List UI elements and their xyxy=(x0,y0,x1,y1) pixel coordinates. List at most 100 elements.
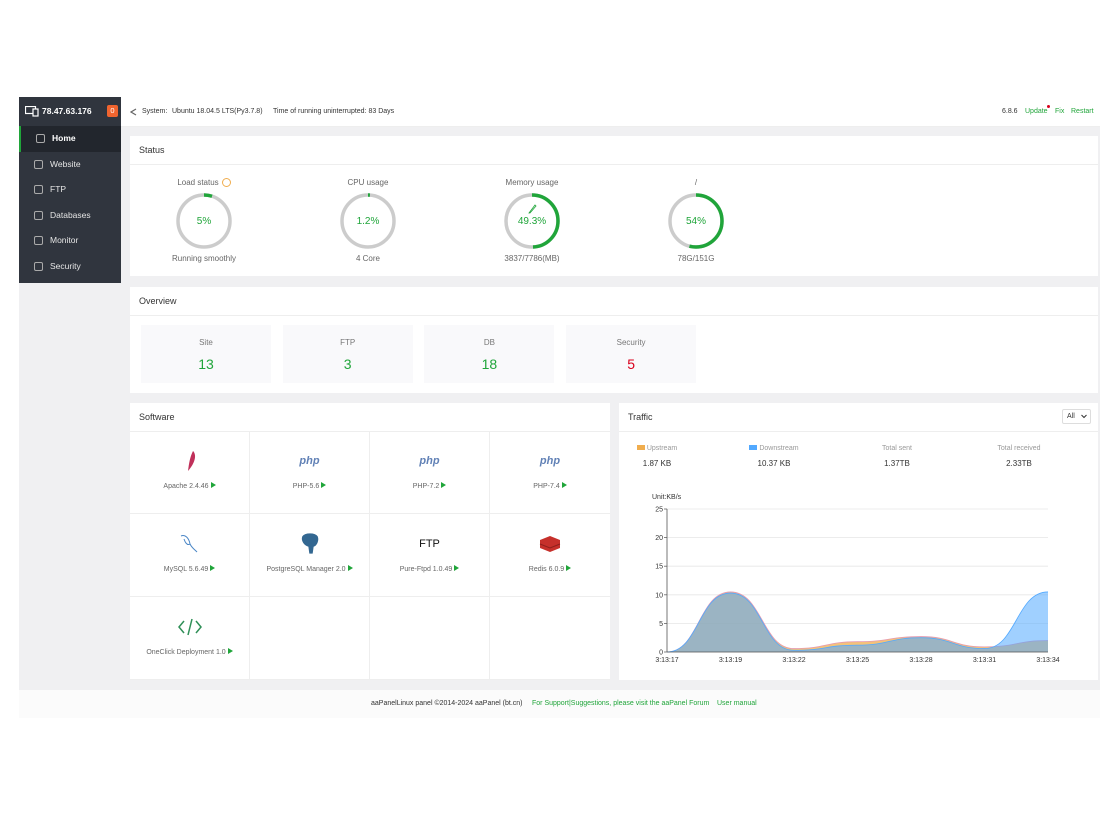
total-value: 1.37TB xyxy=(884,459,910,468)
gauge-ring xyxy=(504,193,560,249)
x-tick-label: 3:13:25 xyxy=(846,657,869,664)
overview-card[interactable]: Site 13 xyxy=(141,325,271,383)
redis-stripe xyxy=(539,543,561,549)
legend-label: Downstream xyxy=(759,445,799,452)
software-icon xyxy=(301,532,320,555)
menu-label: FTP xyxy=(50,184,67,194)
software-cell[interactable]: php PHP-7.2 xyxy=(370,431,490,514)
x-tick-label: 3:13:31 xyxy=(973,657,996,664)
menu-icon xyxy=(34,236,43,245)
software-cell[interactable]: PostgreSQL Manager 2.0 xyxy=(250,514,370,597)
gauge-caption: 3837/7786(MB) xyxy=(504,254,560,263)
software-cell[interactable]: php PHP-5.6 xyxy=(250,431,370,514)
card-label: DB xyxy=(483,338,495,347)
overview-panel: Overview Site 13 FTP 3 DB 18 Security 5 xyxy=(130,287,1098,393)
panel-title: Status xyxy=(139,145,165,155)
menu-label: Security xyxy=(50,260,81,271)
apache-icon xyxy=(188,451,196,471)
postgres-icon xyxy=(301,532,320,555)
overview-card[interactable]: DB 18 xyxy=(424,325,555,383)
card-value: 18 xyxy=(481,356,498,372)
filter-value: All xyxy=(1067,413,1075,420)
x-tick-label: 3:13:22 xyxy=(782,657,805,664)
redis-icon xyxy=(540,536,560,552)
software-icon xyxy=(539,536,561,552)
menu-icon xyxy=(36,134,45,143)
gauge-label: Load status xyxy=(144,178,264,188)
software-name: OneClick Deployment 1.0 xyxy=(130,648,249,656)
software-cell[interactable]: php PHP-7.4 xyxy=(490,431,610,514)
gauge-value: 1.2% xyxy=(356,216,380,227)
sidebar-menu: Home Website FTP Databases Monitor Security xyxy=(19,126,121,282)
card-value: 3 xyxy=(343,356,352,372)
gauge-caption: 78G/151G xyxy=(677,254,715,263)
menu-item[interactable]: Security xyxy=(19,254,121,280)
divider xyxy=(130,315,1098,316)
menu-label: Databases xyxy=(50,209,91,220)
support-link[interactable]: For Support|Suggestions, please visit th… xyxy=(532,700,710,707)
software-cell xyxy=(370,597,490,680)
traffic-chart: Unit:KB/s 0 5 10 15 20 25 3:13:17 3:13:19 3:13:22… xyxy=(652,494,1060,664)
software-name: PHP-7.2 xyxy=(370,482,489,490)
menu-icon xyxy=(34,210,43,220)
gauge: Load status 5% Running smoothly xyxy=(144,178,264,268)
total-value: 2.33TB xyxy=(1006,459,1032,468)
system-icon xyxy=(130,108,137,116)
software-cell[interactable]: Apache 2.4.46 xyxy=(130,431,250,514)
legend-swatch xyxy=(636,445,645,450)
menu-item[interactable]: Website xyxy=(19,152,121,178)
overview-card[interactable]: Security 5 xyxy=(566,325,697,383)
software-name: PHP-7.4 xyxy=(490,482,610,490)
x-tick-label: 3:13:19 xyxy=(719,657,742,664)
system-label: System: xyxy=(142,108,168,115)
software-logo: php xyxy=(539,455,561,467)
software-cell[interactable]: FTP Pure-Ftpd 1.0.49 xyxy=(370,514,490,597)
gauge-label: CPU usage xyxy=(347,178,389,187)
traffic-filter[interactable]: All xyxy=(1062,409,1091,424)
software-cell[interactable]: Redis 6.0.9 xyxy=(490,514,610,597)
status-panel: Status Load status 5% Running smoothly CPU … xyxy=(130,136,1098,276)
overview-card[interactable]: FTP 3 xyxy=(282,325,413,383)
current-rate: 10.37 KB xyxy=(757,459,791,468)
menu-item[interactable]: Databases xyxy=(19,203,121,229)
software-cell[interactable]: MySQL 5.6.49 xyxy=(130,514,250,597)
help-icon[interactable] xyxy=(221,178,231,188)
software-logo: php xyxy=(419,455,440,467)
code-icon xyxy=(178,618,202,636)
menu-icon xyxy=(34,261,43,271)
gauge-label: / xyxy=(694,178,698,187)
gauge-caption: Running smoothly xyxy=(171,254,237,263)
gauge-label: Memory usage xyxy=(505,178,559,187)
server-icon xyxy=(25,106,39,117)
software-name: Apache 2.4.46 xyxy=(130,482,249,490)
copyright: aaPanelLinux panel ©2014-2024 aaPanel (b… xyxy=(371,700,523,707)
card-value: 5 xyxy=(627,356,635,372)
gauge: Memory usage 49.3% 3837/7786(MB) xyxy=(472,178,592,268)
panel-title: Traffic xyxy=(628,412,653,422)
y-tick-label: 20 xyxy=(655,535,663,542)
fix-link[interactable]: Fix xyxy=(1055,108,1065,115)
y-tick-label: 0 xyxy=(659,650,663,657)
gauge-value: 5% xyxy=(196,216,212,227)
menu-item[interactable]: Monitor xyxy=(19,228,121,254)
menu-item[interactable]: Home xyxy=(19,126,121,152)
menu-item[interactable]: FTP xyxy=(19,177,121,203)
gauge-ring xyxy=(176,193,232,249)
area-line xyxy=(666,591,1049,653)
menu-icon xyxy=(34,185,43,194)
software-cell xyxy=(490,597,610,680)
software-cell[interactable]: OneClick Deployment 1.0 xyxy=(130,597,250,680)
x-tick-label: 3:13:17 xyxy=(655,657,678,664)
footer: aaPanelLinux panel ©2014-2024 aaPanel (b… xyxy=(19,690,1100,718)
gauge-value: 54% xyxy=(685,216,706,227)
card-label: Security xyxy=(616,338,646,347)
y-tick-label: 25 xyxy=(655,507,663,514)
update-link[interactable]: Update xyxy=(1025,108,1048,115)
restart-link[interactable]: Restart xyxy=(1071,108,1094,115)
menu-label: Monitor xyxy=(50,235,79,245)
manual-link[interactable]: User manual xyxy=(717,700,757,707)
gauge: CPU usage 1.2% 4 Core xyxy=(308,178,428,268)
software-logo: FTP xyxy=(419,538,440,550)
uptime: Time of running uninterrupted: 83 Days xyxy=(273,108,395,115)
message-badge[interactable]: 0 xyxy=(107,105,118,117)
